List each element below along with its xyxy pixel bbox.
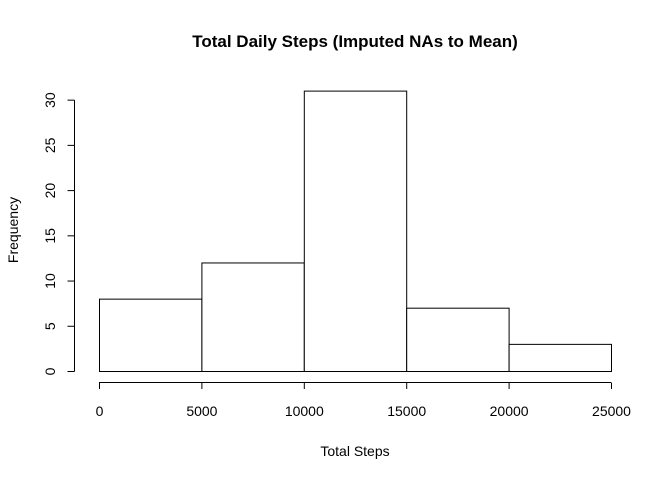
- x-axis: 0 5000 10000 15000 20000 25000: [96, 382, 631, 419]
- histogram-bar: [406, 307, 510, 372]
- y-tick-label: 20: [42, 183, 58, 199]
- y-tick-label: 30: [42, 92, 58, 108]
- y-tick-label: 15: [42, 228, 58, 244]
- x-tick-label: 15000: [387, 403, 426, 419]
- histogram-bar: [303, 90, 408, 372]
- y-axis: 0 5 10 15 20 25 30: [42, 92, 75, 375]
- x-tick-label: 20000: [490, 403, 529, 419]
- x-axis-label: Total Steps: [320, 443, 389, 459]
- bars-group: [99, 90, 613, 373]
- y-axis-label: Frequency: [5, 197, 21, 263]
- x-tick-label: 0: [96, 403, 104, 419]
- histogram-bar: [508, 343, 613, 372]
- histogram-bar: [99, 298, 203, 373]
- histogram-bar: [201, 262, 305, 372]
- x-tick-label: 25000: [592, 403, 631, 419]
- x-tick-label: 5000: [186, 403, 217, 419]
- x-tick-label: 10000: [285, 403, 324, 419]
- y-tick-label: 25: [42, 137, 58, 153]
- y-tick-label: 0: [42, 367, 58, 375]
- y-tick-label: 10: [42, 273, 58, 289]
- chart-title: Total Daily Steps (Imputed NAs to Mean): [192, 32, 518, 51]
- y-tick-label: 5: [42, 322, 58, 330]
